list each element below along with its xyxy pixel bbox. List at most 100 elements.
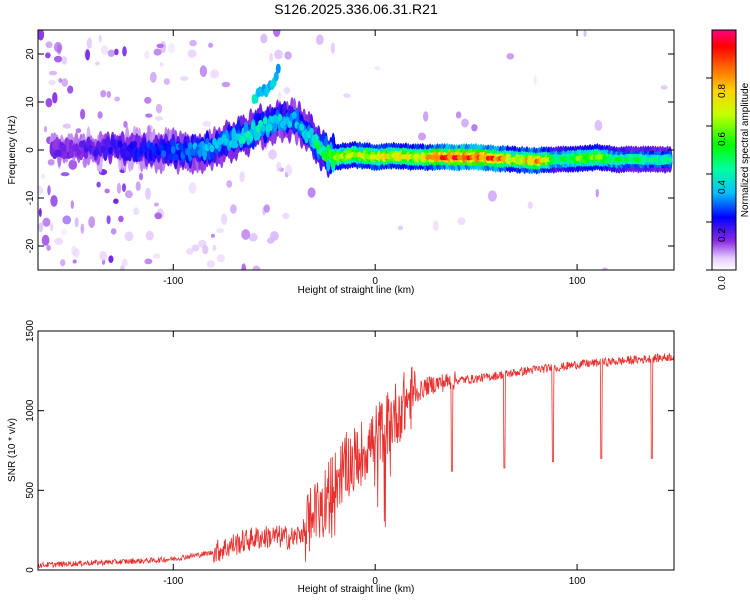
ridge-mark [248, 134, 254, 142]
x-tick-label: 0 [372, 576, 378, 587]
ridge-mark [197, 149, 203, 157]
ridge-mark [187, 142, 193, 150]
ridge-mark [122, 142, 128, 150]
noise-blob [101, 45, 109, 55]
noise-blob [53, 41, 63, 53]
noise-blob [153, 48, 162, 56]
snr-y-ticks: 0 500 1000 1500 [25, 319, 674, 573]
noise-blob [45, 52, 51, 59]
noise-blob [61, 228, 67, 236]
noise-blob [122, 183, 126, 192]
noise-blob [96, 181, 101, 188]
noise-blob [38, 30, 45, 41]
noise-blob [274, 49, 283, 60]
snr-frame [37, 330, 675, 571]
x-tick-label: 100 [569, 576, 586, 587]
ridge-mark [57, 149, 62, 157]
ridge-mark [107, 147, 113, 155]
noise-blob [230, 204, 237, 214]
noise-blob [268, 149, 277, 160]
snr-x-label: Height of straight line (km) [298, 584, 415, 595]
noise-blob [208, 42, 214, 48]
noise-blob [67, 85, 74, 94]
noise-blob [60, 259, 66, 267]
noise-blob [276, 162, 282, 172]
noise-blob [85, 49, 90, 61]
ridge-mark [105, 139, 111, 147]
noise-blob [74, 217, 79, 228]
noise-blob [307, 187, 316, 198]
noise-blob [124, 231, 134, 242]
noise-blob [239, 171, 245, 183]
spectrogram-plot-area [38, 30, 673, 270]
noise-blob [41, 234, 50, 246]
noise-blob [269, 52, 273, 62]
ridge-mark [190, 148, 196, 156]
noise-blob [471, 124, 478, 132]
noise-blob [46, 244, 51, 251]
noise-blob [123, 120, 128, 128]
noise-blob [155, 103, 163, 114]
noise-blob [38, 222, 44, 233]
ridge-mark [185, 148, 191, 156]
y-tick-label: 500 [25, 482, 36, 499]
noise-blob [273, 30, 281, 37]
noise-blob [121, 258, 128, 267]
noise-blob [602, 267, 608, 270]
ridge-mark [267, 123, 273, 131]
ridge-mark [311, 135, 317, 143]
noise-blob [506, 53, 515, 60]
noise-blob [241, 263, 247, 270]
noise-blob [248, 233, 258, 242]
noise-blob [88, 216, 96, 229]
noise-blob [533, 75, 537, 86]
y-tick-label: 0 [25, 147, 36, 153]
noise-blob [75, 128, 82, 134]
noise-blob [97, 111, 103, 119]
noise-blob [167, 42, 176, 54]
y-tick-label: -20 [25, 238, 36, 253]
ridge-mark [168, 152, 174, 161]
noise-blob [47, 159, 55, 166]
x-tick-label: -100 [163, 276, 183, 287]
y-tick-label: 1500 [25, 319, 36, 342]
noise-blob [187, 49, 197, 58]
noise-blob [104, 188, 110, 194]
noise-blob [70, 200, 75, 209]
noise-blob [54, 55, 63, 63]
ridge-mark [299, 123, 305, 131]
noise-blob [133, 207, 140, 216]
snr-x-ticks: -100 0 100 [163, 331, 586, 587]
ridge-mark [209, 144, 215, 153]
ridge-mark [61, 144, 67, 152]
colorbar-label: Normalized spectral amplitude [740, 82, 750, 217]
x-tick-label: -100 [163, 576, 183, 587]
noise-blob [80, 108, 86, 120]
noise-blob [52, 92, 58, 104]
noise-blob [135, 181, 141, 191]
noise-blob [583, 30, 587, 37]
ridge-mark [124, 150, 130, 158]
noise-blob [285, 164, 292, 176]
ridge-mark [100, 145, 106, 153]
noise-blob [145, 113, 153, 118]
ridge-mark [161, 150, 167, 158]
ridge-mark [158, 144, 164, 152]
colorbar-tick-label: 0.0 [717, 276, 728, 290]
y-tick-label: 20 [25, 48, 36, 60]
noise-blob [38, 208, 42, 217]
noise-blob [110, 228, 117, 235]
noise-blob [45, 98, 53, 108]
noise-blob [263, 204, 270, 213]
noise-blob [107, 49, 115, 57]
noise-blob [594, 120, 603, 131]
noise-blob [206, 260, 216, 268]
noise-blob [156, 43, 164, 49]
noise-blob [45, 41, 53, 49]
noise-blob [149, 71, 157, 83]
noise-blob [116, 182, 122, 194]
noise-blob [216, 228, 224, 234]
ridge-branch-mark [273, 71, 279, 82]
noise-blob [461, 118, 469, 128]
noise-blob [202, 120, 212, 127]
